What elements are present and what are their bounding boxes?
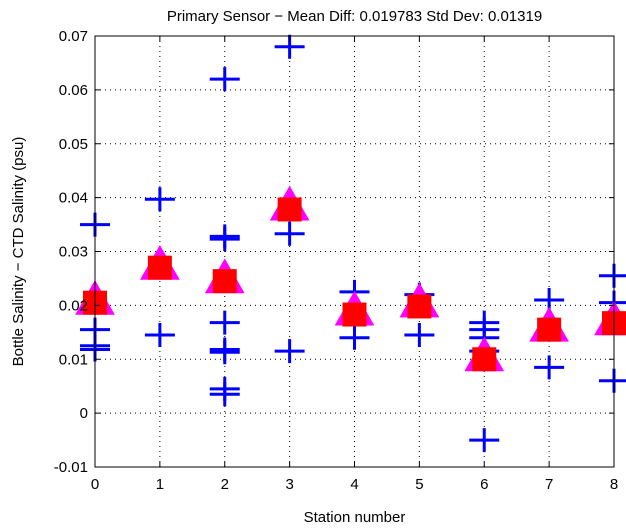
plus-marker (209, 227, 240, 252)
y-tick-label: 0.01 (59, 351, 88, 368)
y-tick-label: 0.04 (59, 190, 88, 207)
x-tick-label: 3 (285, 476, 293, 493)
x-tick-label: 0 (91, 476, 99, 493)
x-tick-label: 7 (545, 476, 553, 493)
axis-ticks: 0 1 2 3 4 5 6 7 8-0.0100.010.020.030.040.050.060… (54, 28, 618, 493)
plus-marker (209, 340, 240, 365)
plus-marker (339, 325, 370, 350)
square-marker (342, 302, 367, 327)
plus-marker (274, 339, 305, 364)
x-tick-label: 5 (415, 476, 423, 493)
x-tick-label: 1 (156, 476, 164, 493)
plus-marker (209, 382, 240, 407)
plus-marker (404, 323, 435, 348)
square-marker (212, 269, 237, 294)
square-marker (472, 347, 497, 372)
square-marker (147, 255, 172, 280)
square-marker (407, 294, 432, 319)
grid (95, 36, 614, 467)
plus-marker (144, 187, 175, 212)
square-marker (537, 317, 562, 342)
plus-marker (209, 310, 240, 335)
x-tick-label: 8 (610, 476, 618, 493)
y-tick-label: 0.02 (59, 297, 88, 314)
plus-marker (209, 67, 240, 92)
x-tick-label: 2 (221, 476, 229, 493)
plus-marker (599, 368, 626, 393)
plus-marker (469, 428, 500, 453)
plot-marks (75, 34, 626, 453)
y-tick-label: 0.05 (59, 136, 88, 153)
y-tick-label: 0.03 (59, 244, 88, 261)
y-tick-label: 0.07 (59, 28, 88, 45)
plus-marker (599, 263, 626, 288)
plus-marker (144, 323, 175, 348)
y-tick-label: 0 (80, 405, 88, 422)
chart-title: Primary Sensor − Mean Diff: 0.019783 Std… (167, 8, 542, 25)
x-tick-label: 6 (480, 476, 488, 493)
x-axis-label: Station number (304, 509, 406, 526)
y-tick-label: -0.01 (54, 459, 88, 476)
y-axis-label: Bottle Salinity − CTD Salinity (psu) (10, 137, 27, 367)
square-marker (277, 197, 302, 222)
y-tick-label: 0.06 (59, 82, 88, 99)
plus-marker (534, 355, 565, 380)
x-tick-label: 4 (350, 476, 358, 493)
plus-marker (274, 221, 305, 246)
